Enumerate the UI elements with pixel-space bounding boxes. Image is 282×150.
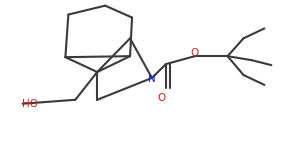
- Text: HO: HO: [22, 99, 38, 109]
- Text: O: O: [191, 48, 199, 58]
- Text: N: N: [148, 74, 156, 84]
- Text: O: O: [158, 93, 166, 103]
